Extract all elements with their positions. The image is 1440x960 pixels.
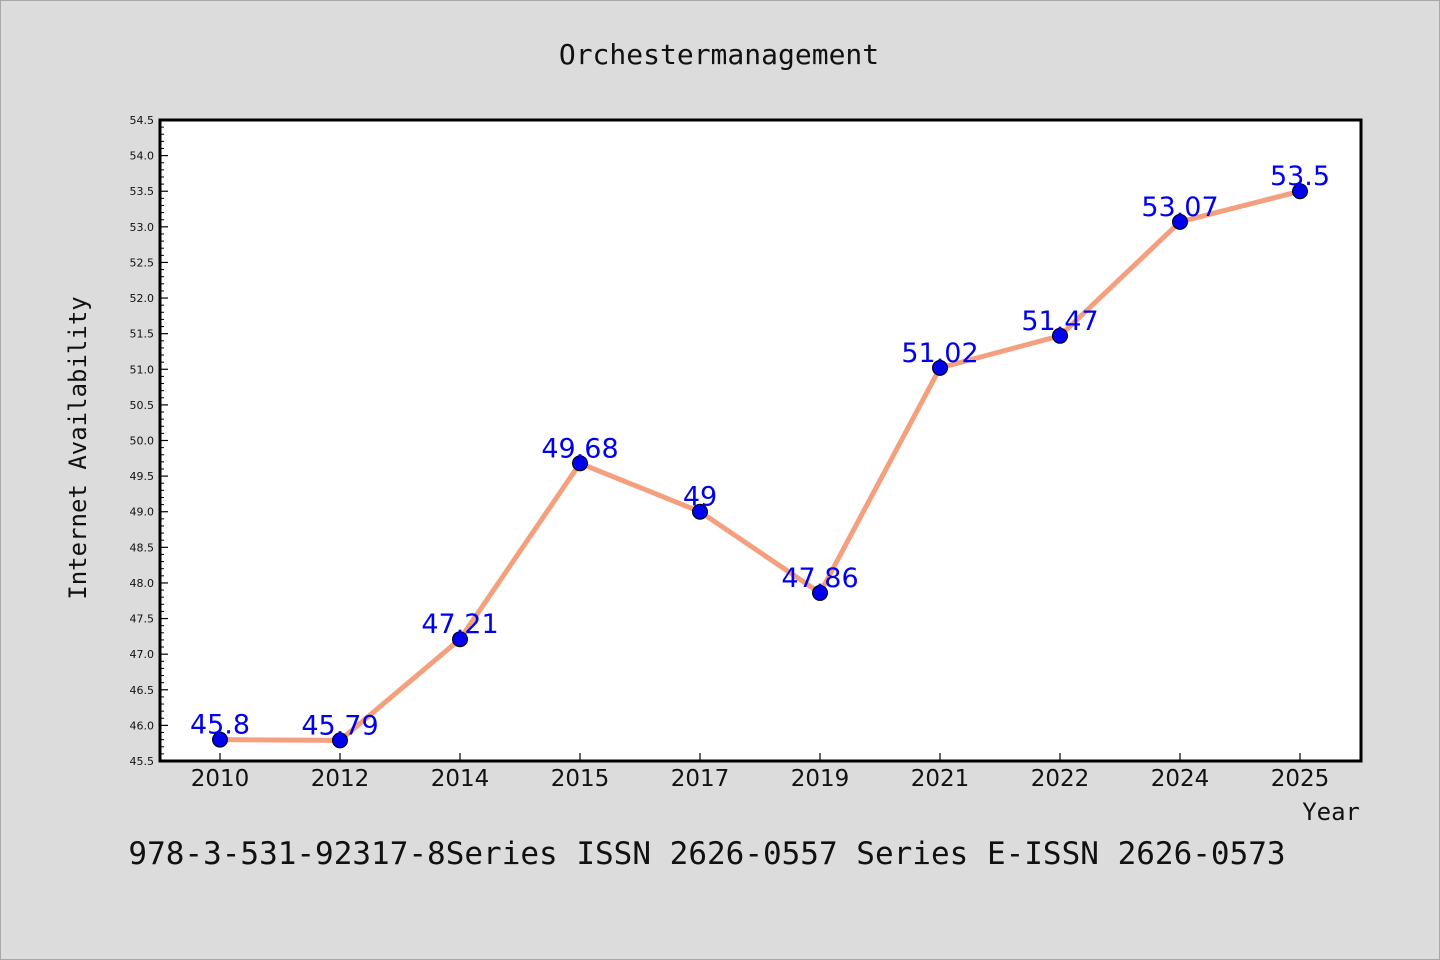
x-tick-label: 2022: [1031, 766, 1090, 792]
series-line: [219, 188, 1301, 743]
y-axis: 45.5 46.0 46.5 47.0 47.5 48.0 48.5 49.0 49.5 50.0…: [130, 114, 168, 768]
data-label: 51.47: [1021, 306, 1098, 337]
x-axis: 2010 2012 2014 2015 2017 2019 2021 2022 2024 2025: [191, 753, 1330, 792]
data-point: [692, 503, 708, 520]
y-tick-label: 52.5: [130, 256, 155, 269]
data-label: 47.86: [781, 563, 858, 594]
x-axis-label: Year: [1302, 798, 1360, 826]
y-tick-label: 49.0: [130, 506, 155, 519]
plot-area: [158, 118, 1363, 763]
y-tick-label: 51.0: [130, 363, 155, 376]
data-label: 49.68: [541, 433, 618, 464]
data-point: [1172, 213, 1188, 230]
x-tick-label: 2010: [191, 766, 250, 792]
y-tick-label: 48.5: [130, 541, 155, 554]
y-axis-label: Internet Availability: [64, 296, 92, 599]
data-point: [812, 584, 828, 601]
y-tick-label: 49.5: [130, 470, 155, 483]
y-tick-label: 51.5: [130, 328, 155, 341]
x-tick-label: 2017: [671, 766, 730, 792]
data-point: [1292, 183, 1308, 200]
data-point: [332, 732, 348, 749]
y-tick-label: 47.0: [130, 648, 155, 661]
data-label: 45.8: [190, 710, 250, 741]
data-labels: 45.8 45.79 47.21 49.68 49 47.86 51.02 51.47 53.0…: [190, 161, 1330, 741]
data-label: 51.02: [901, 338, 978, 369]
x-tick-label: 2015: [551, 766, 610, 792]
data-label: 47.21: [421, 609, 498, 640]
data-label: 49: [683, 482, 717, 513]
y-tick-label: 47.5: [130, 613, 155, 626]
y-tick-label: 54.5: [130, 114, 155, 127]
data-point: [1052, 327, 1068, 344]
data-point: [212, 731, 228, 748]
data-point: [572, 455, 588, 472]
y-tick-label: 46.5: [130, 684, 155, 697]
footer-citation: 978-3-531-92317-8Series ISSN 2626-0557 S…: [128, 836, 1285, 872]
y-tick-label: 45.5: [130, 755, 155, 768]
data-label: 45.79: [301, 710, 378, 741]
x-tick-label: 2014: [431, 766, 490, 792]
y-tick-label: 50.0: [130, 435, 155, 448]
y-tick-label: 52.0: [130, 292, 155, 305]
y-tick-label: 46.0: [130, 719, 155, 732]
data-point: [452, 631, 468, 648]
y-tick-label: 53.0: [130, 221, 155, 234]
data-label: 53.07: [1141, 192, 1218, 223]
y-tick-label: 50.5: [130, 399, 155, 412]
x-tick-label: 2021: [911, 766, 970, 792]
x-tick-label: 2025: [1271, 766, 1330, 792]
data-label: 53.5: [1270, 161, 1330, 192]
chart-title: Orchestermanagement: [559, 38, 879, 71]
x-tick-label: 2012: [311, 766, 370, 792]
x-tick-label: 2019: [791, 766, 850, 792]
y-tick-label: 54.0: [130, 150, 155, 163]
series-layer: [212, 183, 1308, 749]
x-tick-label: 2024: [1151, 766, 1210, 792]
data-point: [932, 359, 948, 376]
y-tick-label: 53.5: [130, 185, 155, 198]
y-tick-label: 48.0: [130, 577, 155, 590]
